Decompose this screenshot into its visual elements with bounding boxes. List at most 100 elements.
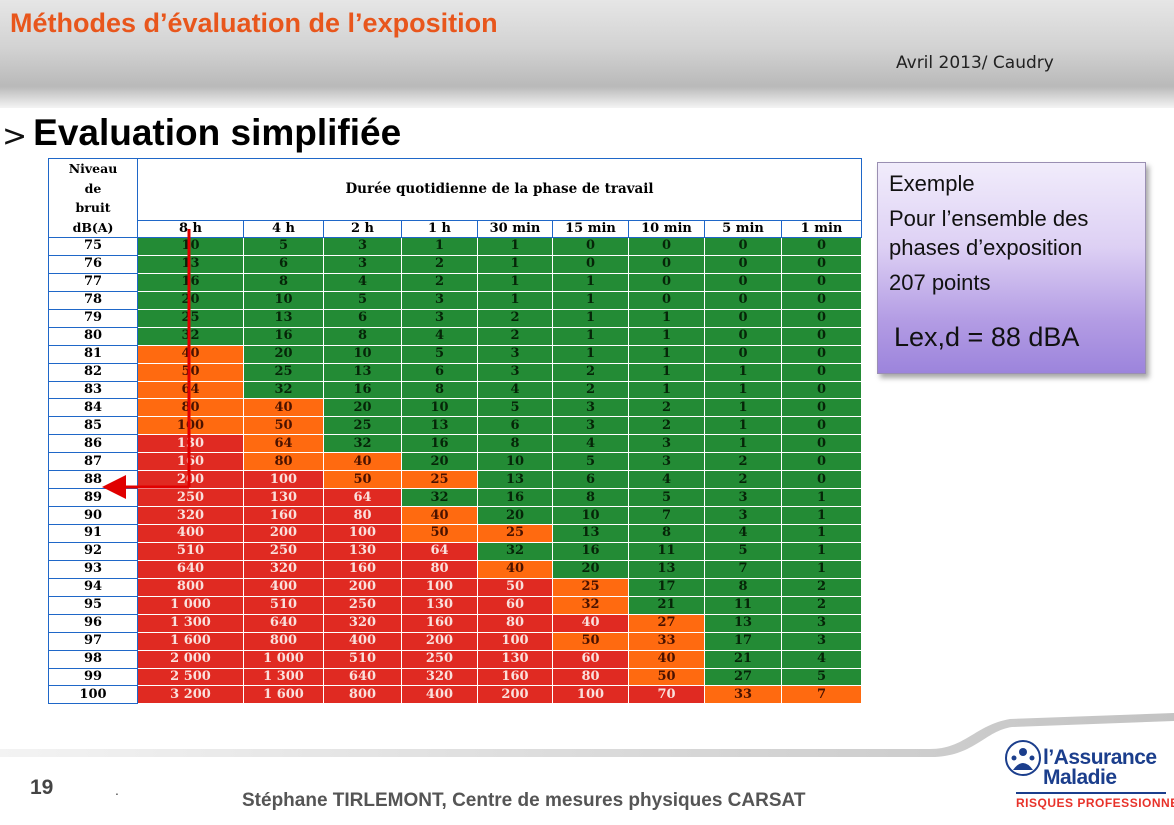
table-row: 96 1 300 640 320 160 80 40 27 13 3 <box>48 613 862 633</box>
example-label: Exemple <box>889 171 975 196</box>
duration-header: 1 min <box>781 219 862 239</box>
points-cell: 11 <box>704 595 782 615</box>
table-row: 97 1 600 800 400 200 100 50 33 17 3 <box>48 631 862 651</box>
points-cell: 160 <box>137 452 244 472</box>
points-cell: 40 <box>243 398 324 418</box>
points-cell: 0 <box>781 434 862 454</box>
points-cell: 510 <box>323 649 402 669</box>
points-cell: 40 <box>477 559 553 579</box>
points-cell: 3 <box>477 344 553 364</box>
points-cell: 160 <box>323 559 402 579</box>
points-cell: 8 <box>243 272 324 292</box>
points-cell: 8 <box>704 577 782 597</box>
points-cell: 4 <box>323 272 402 292</box>
points-cell: 17 <box>704 631 782 651</box>
table-row: 81 40 20 10 5 3 1 1 0 0 <box>48 344 862 364</box>
points-cell: 13 <box>628 559 705 579</box>
points-cell: 400 <box>243 577 324 597</box>
points-cell: 5 <box>781 667 862 687</box>
points-cell: 1 <box>477 237 553 256</box>
points-cell: 1 <box>552 290 629 310</box>
points-cell: 200 <box>477 685 553 705</box>
points-cell: 10 <box>401 398 478 418</box>
table-row: 93 640 320 160 80 40 20 13 7 1 <box>48 559 862 579</box>
noise-level-cell: 99 <box>48 667 138 687</box>
points-cell: 130 <box>401 595 478 615</box>
points-cell: 1 <box>781 488 862 508</box>
points-cell: 50 <box>323 470 402 490</box>
table-row: 85 100 50 25 13 6 3 2 1 0 <box>48 416 862 436</box>
points-cell: 16 <box>477 488 553 508</box>
points-cell: 400 <box>323 631 402 651</box>
points-cell: 1 <box>628 362 705 382</box>
points-cell: 1 300 <box>243 667 324 687</box>
duration-header: 30 min <box>477 219 553 239</box>
example-line-2: phases d’exposition <box>889 235 1083 260</box>
points-cell: 80 <box>477 613 553 633</box>
points-cell: 17 <box>628 577 705 597</box>
points-cell: 32 <box>552 595 629 615</box>
table-header-row: Niveau de bruit dB(A) Durée quotidienne de l… <box>48 158 862 238</box>
table-row: 90 320 160 80 40 20 10 7 3 1 <box>48 506 862 525</box>
points-cell: 4 <box>401 326 478 346</box>
points-cell: 3 <box>323 237 402 256</box>
points-cell: 64 <box>137 380 244 400</box>
points-cell: 40 <box>552 613 629 633</box>
points-cell: 160 <box>477 667 553 687</box>
points-cell: 1 <box>477 290 553 310</box>
header-date: Avril 2013/ Caudry <box>896 53 1054 73</box>
logo-line-1: l’Assurance <box>1043 746 1157 769</box>
example-result: Lex,d = 88 dBA <box>894 322 1080 352</box>
points-cell: 0 <box>552 254 629 274</box>
points-cell: 0 <box>704 290 782 310</box>
table-row: 78 20 10 5 3 1 1 0 0 0 <box>48 290 862 310</box>
points-cell: 16 <box>137 272 244 292</box>
level-header-line: bruit <box>75 200 111 215</box>
points-cell: 25 <box>323 416 402 436</box>
points-cell: 1 300 <box>137 613 244 633</box>
points-cell: 0 <box>704 344 782 364</box>
level-header: Niveau de bruit dB(A) <box>48 158 138 238</box>
points-cell: 3 <box>552 416 629 436</box>
noise-level-cell: 75 <box>48 237 138 256</box>
table-row: 94 800 400 200 100 50 25 17 8 2 <box>48 577 862 597</box>
points-cell: 32 <box>323 434 402 454</box>
noise-level-cell: 81 <box>48 344 138 364</box>
points-cell: 160 <box>243 506 324 525</box>
points-cell: 32 <box>477 541 553 561</box>
points-cell: 80 <box>137 398 244 418</box>
level-header-line: dB(A) <box>72 219 114 235</box>
points-cell: 80 <box>323 506 402 525</box>
points-cell: 250 <box>137 488 244 508</box>
points-cell: 510 <box>243 595 324 615</box>
slide-header: Méthodes d’évaluation de l’exposition Av… <box>0 0 1174 108</box>
points-cell: 0 <box>781 254 862 274</box>
table-row: 87 160 80 40 20 10 5 3 2 0 <box>48 452 862 472</box>
points-cell: 320 <box>323 613 402 633</box>
points-cell: 1 <box>704 434 782 454</box>
points-cell: 250 <box>323 595 402 615</box>
points-cell: 3 <box>781 613 862 633</box>
duration-header: 5 min <box>704 219 782 239</box>
points-cell: 33 <box>704 685 782 705</box>
points-cell: 5 <box>401 344 478 364</box>
noise-level-cell: 77 <box>48 272 138 292</box>
points-cell: 10 <box>243 290 324 310</box>
points-cell: 16 <box>401 434 478 454</box>
points-cell: 3 <box>704 506 782 525</box>
table-row: 86 130 64 32 16 8 4 3 1 0 <box>48 434 862 454</box>
points-cell: 13 <box>477 470 553 490</box>
points-cell: 3 <box>401 290 478 310</box>
points-cell: 50 <box>477 577 553 597</box>
points-cell: 1 <box>628 326 705 346</box>
points-cell: 2 <box>628 416 705 436</box>
points-cell: 0 <box>781 398 862 418</box>
points-cell: 800 <box>137 577 244 597</box>
points-cell: 2 500 <box>137 667 244 687</box>
points-cell: 2 <box>781 577 862 597</box>
points-cell: 1 000 <box>243 649 324 669</box>
duration-header: 1 h <box>401 219 478 239</box>
points-cell: 32 <box>243 380 324 400</box>
points-cell: 3 <box>477 362 553 382</box>
